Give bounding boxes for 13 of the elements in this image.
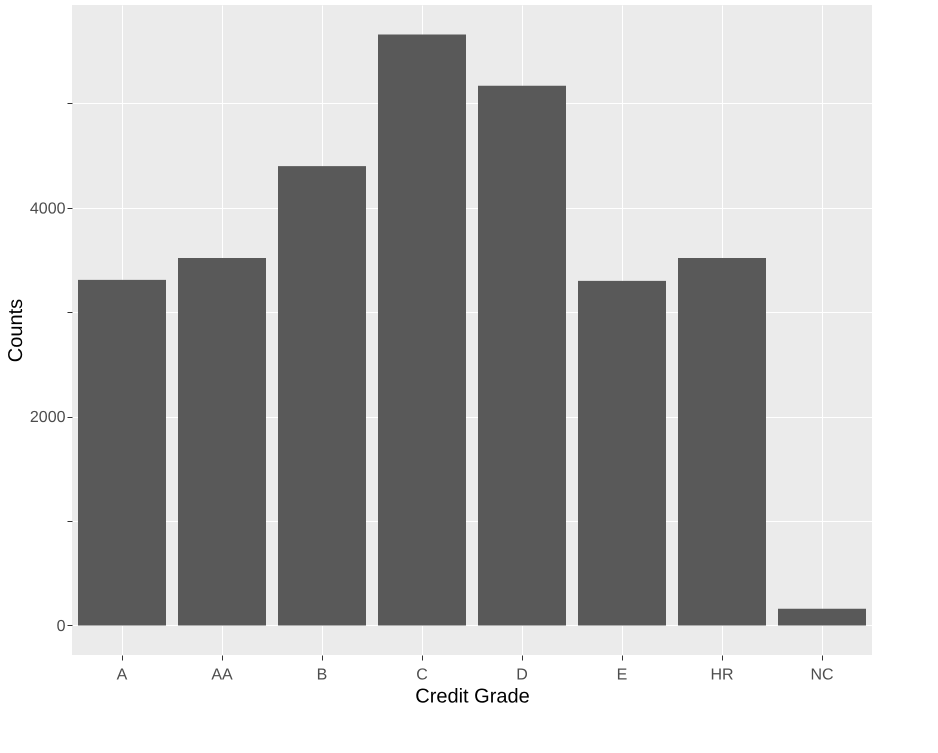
y-axis-title: Counts (4, 298, 27, 362)
x-tick-label: AA (211, 666, 233, 684)
y-tick-label: 4000 (30, 200, 66, 218)
x-tick-label: D (516, 666, 528, 684)
x-tick-label: A (116, 666, 128, 684)
x-tick-label: HR (710, 666, 734, 684)
y-tick-label: 2000 (30, 409, 66, 426)
x-tick-label: NC (810, 666, 834, 684)
y-tick-label: 0 (56, 618, 66, 635)
x-tick-label: C (416, 666, 428, 684)
x-tick-label: E (616, 666, 628, 684)
x-tick-label: B (316, 666, 328, 684)
x-axis-title: Credit Grade (415, 686, 530, 708)
